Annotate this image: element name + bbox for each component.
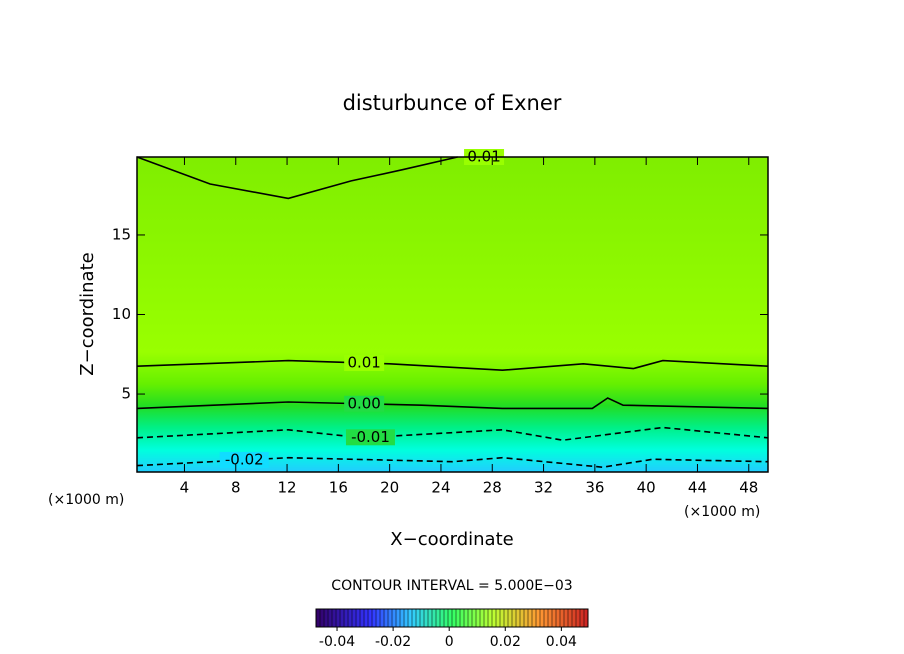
contour-line [136, 156, 458, 200]
x-tick-label: 48 [739, 479, 758, 497]
colorbar-tick-label: 0.04 [546, 634, 577, 650]
contour-label-bg [219, 451, 269, 468]
y-axis-label: Z−coordinate [77, 252, 98, 375]
contour-line [136, 397, 769, 410]
x-tick-label: 16 [329, 479, 348, 497]
colorbar-tick-label: 0.02 [490, 634, 521, 650]
y-tick-label: 15 [112, 225, 131, 243]
chart-title: disturbunce of Exner [343, 91, 562, 115]
y-tick-label: 5 [121, 385, 131, 403]
contour-label: 0.00 [347, 394, 380, 412]
y-tick-label: 10 [112, 305, 131, 323]
x-tick-label: 36 [585, 479, 604, 497]
colorbar-tick-label: -0.02 [375, 634, 411, 650]
contour-label-bg [345, 429, 395, 446]
colorbar-tick-label: -0.04 [319, 634, 355, 650]
contour-label: -0.02 [225, 450, 264, 468]
x-tick-label: 4 [180, 479, 190, 497]
x-tick-label: 28 [483, 479, 502, 497]
x-axis-label: X−coordinate [390, 529, 513, 550]
x-unit-right: (×1000 m) [684, 504, 760, 520]
x-tick-label: 24 [431, 479, 450, 497]
x-unit-left: (×1000 m) [48, 492, 124, 508]
contour-interval: CONTOUR INTERVAL = 5.000E−03 [331, 578, 572, 594]
contour-label: -0.01 [351, 428, 390, 446]
colorbar-tick-label: 0 [445, 634, 454, 650]
x-tick-label: 40 [637, 479, 656, 497]
contour-label: 0.01 [347, 354, 380, 372]
contour-label-bg [344, 355, 385, 372]
x-tick-label: 32 [534, 479, 553, 497]
contour-label-bg [344, 395, 385, 412]
contour-fill [137, 157, 768, 472]
contour-line [136, 456, 769, 469]
x-tick-label: 20 [380, 479, 399, 497]
contour-line [136, 426, 769, 442]
x-tick-label: 8 [231, 479, 241, 497]
x-tick-label: 44 [688, 479, 707, 497]
x-tick-label: 12 [278, 479, 297, 497]
contour-line [136, 359, 769, 372]
